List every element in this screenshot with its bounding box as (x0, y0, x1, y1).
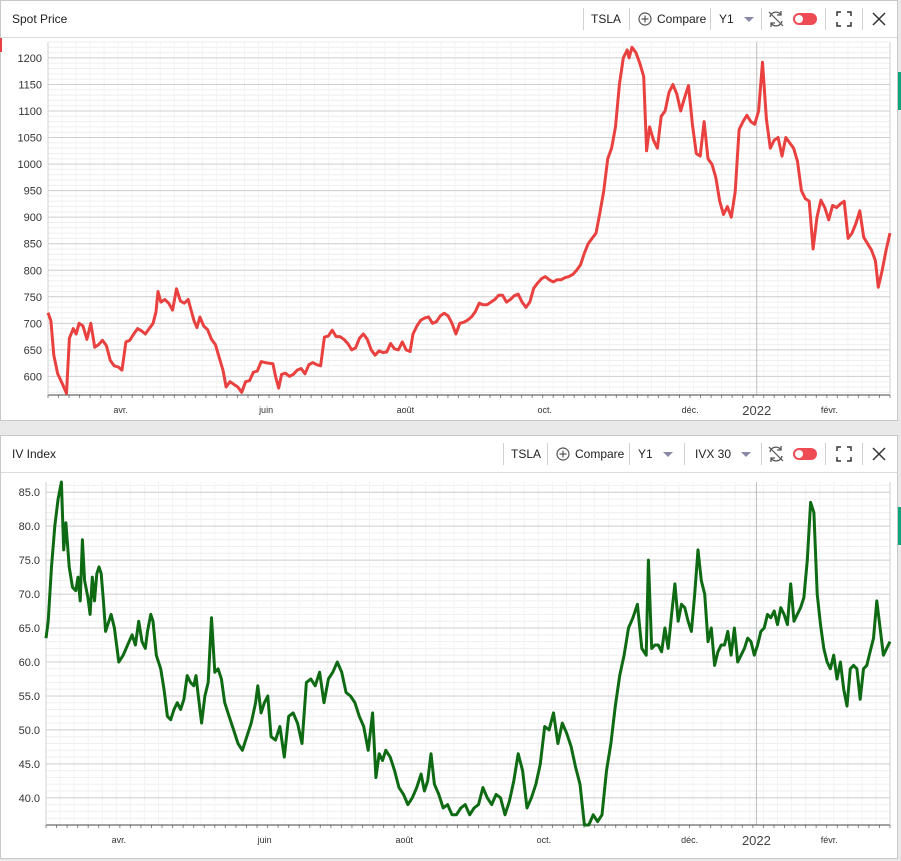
divider (862, 443, 863, 465)
toggle-switch[interactable] (793, 13, 817, 25)
divider (503, 443, 504, 465)
panel-title: IV Index (12, 447, 57, 461)
spot-price-chart: 600 650 700 750 800 850 900 950 1000 1050 1100 1150… (18, 41, 892, 418)
spot-price-panel: Spot Price TSLA Compare Y1 600 650 700 750 8… (0, 0, 898, 421)
y-tick-label: 1000 (18, 159, 42, 171)
y-tick-label: 750 (24, 292, 42, 304)
y-tick-label: 700 (24, 318, 42, 330)
y-tick-label: 55.0 (19, 691, 40, 703)
y-tick-label: 50.0 (19, 725, 40, 737)
ticker-label: TSLA (511, 447, 542, 461)
iv-index-chart: 40.0 45.0 50.0 55.0 60.0 65.0 70.0 75.0 80.0 85.0… (19, 480, 892, 848)
period-label: Y1 (719, 12, 734, 26)
x-tick-label: déc. (681, 835, 698, 845)
x-tick-label: juin (258, 405, 273, 415)
divider (862, 8, 863, 30)
sync-icon[interactable] (767, 445, 785, 467)
measure-label: IVX 30 (695, 447, 732, 461)
divider (761, 8, 762, 30)
x-tick-label: févr. (821, 835, 838, 845)
chevron-down-icon (662, 451, 673, 457)
iv-index-panel: IV Index TSLA Compare Y1 IVX 30 (0, 435, 898, 859)
right-edge-marker (898, 507, 901, 545)
divider (825, 443, 826, 465)
x-tick-label: oct. (537, 835, 552, 845)
series-line (44, 480, 892, 827)
period-label: Y1 (638, 447, 653, 461)
y-tick-label: 600 (24, 371, 42, 383)
y-tick-label: 1200 (18, 53, 42, 65)
compare-label: Compare (575, 447, 625, 461)
close-icon[interactable] (872, 12, 886, 34)
x-tick-label: avr. (113, 405, 128, 415)
ticker-selector[interactable]: TSLA (591, 8, 621, 30)
divider (629, 8, 630, 30)
y-tick-label: 850 (24, 239, 42, 251)
divider (629, 443, 630, 465)
divider (825, 8, 826, 30)
y-tick-label: 950 (24, 186, 42, 198)
right-edge-marker (898, 72, 901, 110)
y-tick-label: 900 (24, 212, 42, 224)
divider (547, 443, 548, 465)
sync-icon[interactable] (767, 10, 785, 32)
y-tick-label: 70.0 (19, 589, 40, 601)
compare-button[interactable]: Compare (556, 443, 624, 465)
y-tick-label: 65.0 (19, 623, 40, 635)
chevron-down-icon (743, 16, 754, 22)
chevron-down-icon (741, 451, 752, 457)
y-tick-label: 80.0 (19, 521, 40, 533)
compare-plus-icon (556, 447, 570, 461)
series-line (46, 45, 892, 395)
close-icon[interactable] (872, 447, 886, 469)
y-tick-label: 60.0 (19, 657, 40, 669)
y-tick-label: 800 (24, 265, 42, 277)
spot-panel-header: Spot Price TSLA Compare Y1 (1, 1, 897, 38)
fullscreen-icon[interactable] (836, 446, 852, 468)
divider (583, 8, 584, 30)
x-tick-label: avr. (112, 835, 127, 845)
ticker-label: TSLA (591, 12, 622, 26)
x-tick-label: août (397, 405, 415, 415)
x-tick-label: déc. (682, 405, 699, 415)
iv-panel-header: IV Index TSLA Compare Y1 IVX 30 (1, 436, 897, 473)
left-marker (0, 38, 2, 52)
x-tick-label: 2022 (742, 403, 771, 418)
y-tick-label: 1150 (18, 79, 42, 91)
compare-label: Compare (657, 12, 707, 26)
compare-button[interactable]: Compare (638, 8, 706, 30)
toggle-switch[interactable] (793, 448, 817, 460)
y-tick-label: 40.0 (19, 793, 40, 805)
divider (684, 443, 685, 465)
y-tick-label: 45.0 (19, 759, 40, 771)
panel-title: Spot Price (12, 12, 68, 26)
x-tick-label: oct. (537, 405, 552, 415)
y-tick-label: 650 (24, 345, 42, 357)
y-tick-label: 85.0 (19, 487, 40, 499)
ticker-selector[interactable]: TSLA (511, 443, 541, 465)
period-dropdown[interactable]: Y1 (719, 8, 754, 30)
y-tick-label: 1100 (18, 106, 42, 118)
x-tick-label: août (395, 835, 413, 845)
y-tick-label: 75.0 (19, 555, 40, 567)
x-tick-label: juin (257, 835, 272, 845)
y-tick-label: 1050 (18, 133, 42, 145)
divider (710, 8, 711, 30)
divider (761, 443, 762, 465)
measure-dropdown[interactable]: IVX 30 (695, 443, 752, 465)
period-dropdown[interactable]: Y1 (638, 443, 673, 465)
fullscreen-icon[interactable] (836, 11, 852, 33)
x-tick-label: févr. (821, 405, 838, 415)
compare-plus-icon (638, 12, 652, 26)
x-tick-label: 2022 (742, 833, 771, 848)
